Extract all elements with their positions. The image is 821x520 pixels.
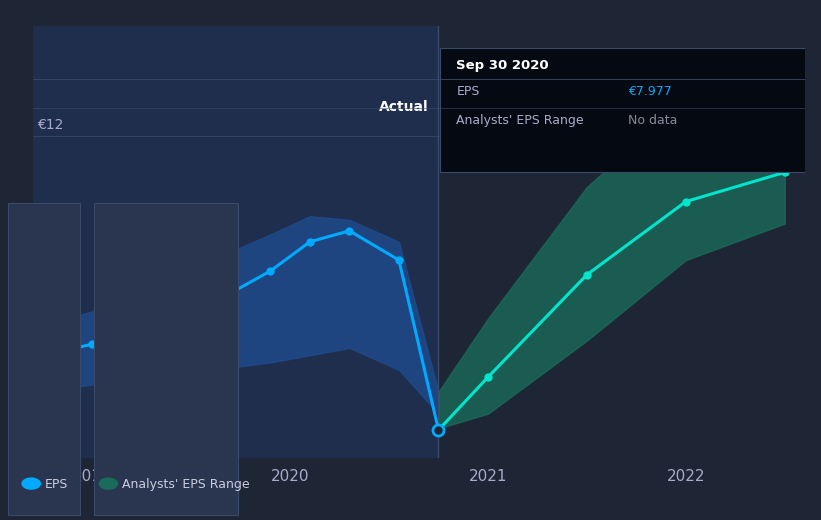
FancyBboxPatch shape [441, 48, 816, 172]
Text: Sep 30 2020: Sep 30 2020 [456, 59, 549, 72]
Text: Analysts' EPS Range: Analysts' EPS Range [122, 478, 250, 491]
Text: Analysts' EPS Range: Analysts' EPS Range [456, 114, 584, 127]
Text: No data: No data [628, 114, 678, 127]
Text: Analysts Forecasts: Analysts Forecasts [448, 100, 577, 114]
Text: EPS: EPS [456, 85, 479, 98]
Text: €12: €12 [37, 118, 63, 132]
Text: €8: €8 [37, 414, 54, 428]
Bar [33, 26, 438, 458]
Text: €7.977: €7.977 [628, 85, 672, 98]
Text: Actual: Actual [379, 100, 429, 114]
Text: EPS: EPS [45, 478, 68, 491]
